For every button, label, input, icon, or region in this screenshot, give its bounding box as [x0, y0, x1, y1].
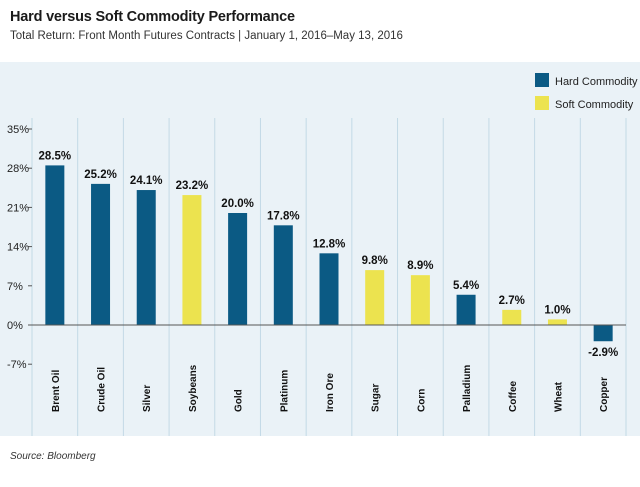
data-label: -2.9% — [588, 347, 618, 359]
legend-swatch-soft — [535, 96, 549, 110]
y-tick-label: -7% — [7, 359, 27, 371]
data-label: 28.5% — [39, 150, 72, 162]
data-label: 24.1% — [130, 175, 163, 187]
x-tick-label: Iron Ore — [325, 373, 336, 412]
chart-subtitle: Total Return: Front Month Futures Contra… — [10, 30, 403, 42]
data-label: 8.9% — [407, 260, 433, 272]
y-tick-label: 28% — [7, 163, 29, 175]
x-tick-label: Brent Oil — [51, 370, 62, 412]
bar — [547, 319, 567, 325]
x-tick-label: Platinum — [279, 370, 290, 412]
bar — [502, 309, 522, 325]
data-label: 17.8% — [267, 210, 300, 222]
bar — [45, 165, 65, 325]
y-tick-label: 35% — [7, 124, 29, 136]
bar — [319, 253, 339, 325]
data-label: 9.8% — [362, 255, 388, 267]
bar — [365, 270, 385, 325]
legend-label-soft: Soft Commodity — [555, 99, 634, 111]
legend-label-hard: Hard Commodity — [555, 76, 638, 88]
data-label: 25.2% — [84, 169, 117, 181]
x-tick-label: Crude Oil — [97, 367, 108, 412]
data-label: 1.0% — [544, 304, 570, 316]
bar — [228, 213, 248, 325]
x-tick-label: Silver — [142, 385, 153, 412]
data-label: 23.2% — [176, 180, 209, 192]
x-tick-label: Palladium — [462, 365, 473, 412]
data-label: 20.0% — [221, 198, 254, 210]
bar — [273, 225, 293, 325]
bar — [410, 275, 430, 325]
bar — [456, 294, 476, 325]
bar — [182, 195, 202, 325]
bar — [136, 190, 156, 325]
chart-title: Hard versus Soft Commodity Performance — [10, 9, 295, 25]
x-tick-label: Corn — [416, 389, 427, 412]
bar — [91, 183, 111, 325]
data-label: 2.7% — [499, 295, 525, 307]
legend-swatch-hard — [535, 73, 549, 87]
data-label: 5.4% — [453, 280, 479, 292]
y-tick-label: 7% — [7, 281, 23, 293]
x-tick-label: Copper — [599, 377, 610, 412]
y-tick-label: 14% — [7, 242, 29, 254]
y-tick-label: 0% — [7, 320, 23, 332]
x-tick-label: Wheat — [553, 381, 564, 412]
x-tick-label: Coffee — [508, 380, 519, 412]
x-tick-label: Sugar — [371, 384, 382, 412]
x-tick-label: Soybeans — [188, 364, 199, 412]
x-tick-label: Gold — [234, 389, 245, 412]
data-label: 12.8% — [313, 238, 346, 250]
bar — [593, 325, 613, 342]
source-note: Source: Bloomberg — [10, 451, 96, 462]
y-tick-label: 21% — [7, 202, 29, 214]
